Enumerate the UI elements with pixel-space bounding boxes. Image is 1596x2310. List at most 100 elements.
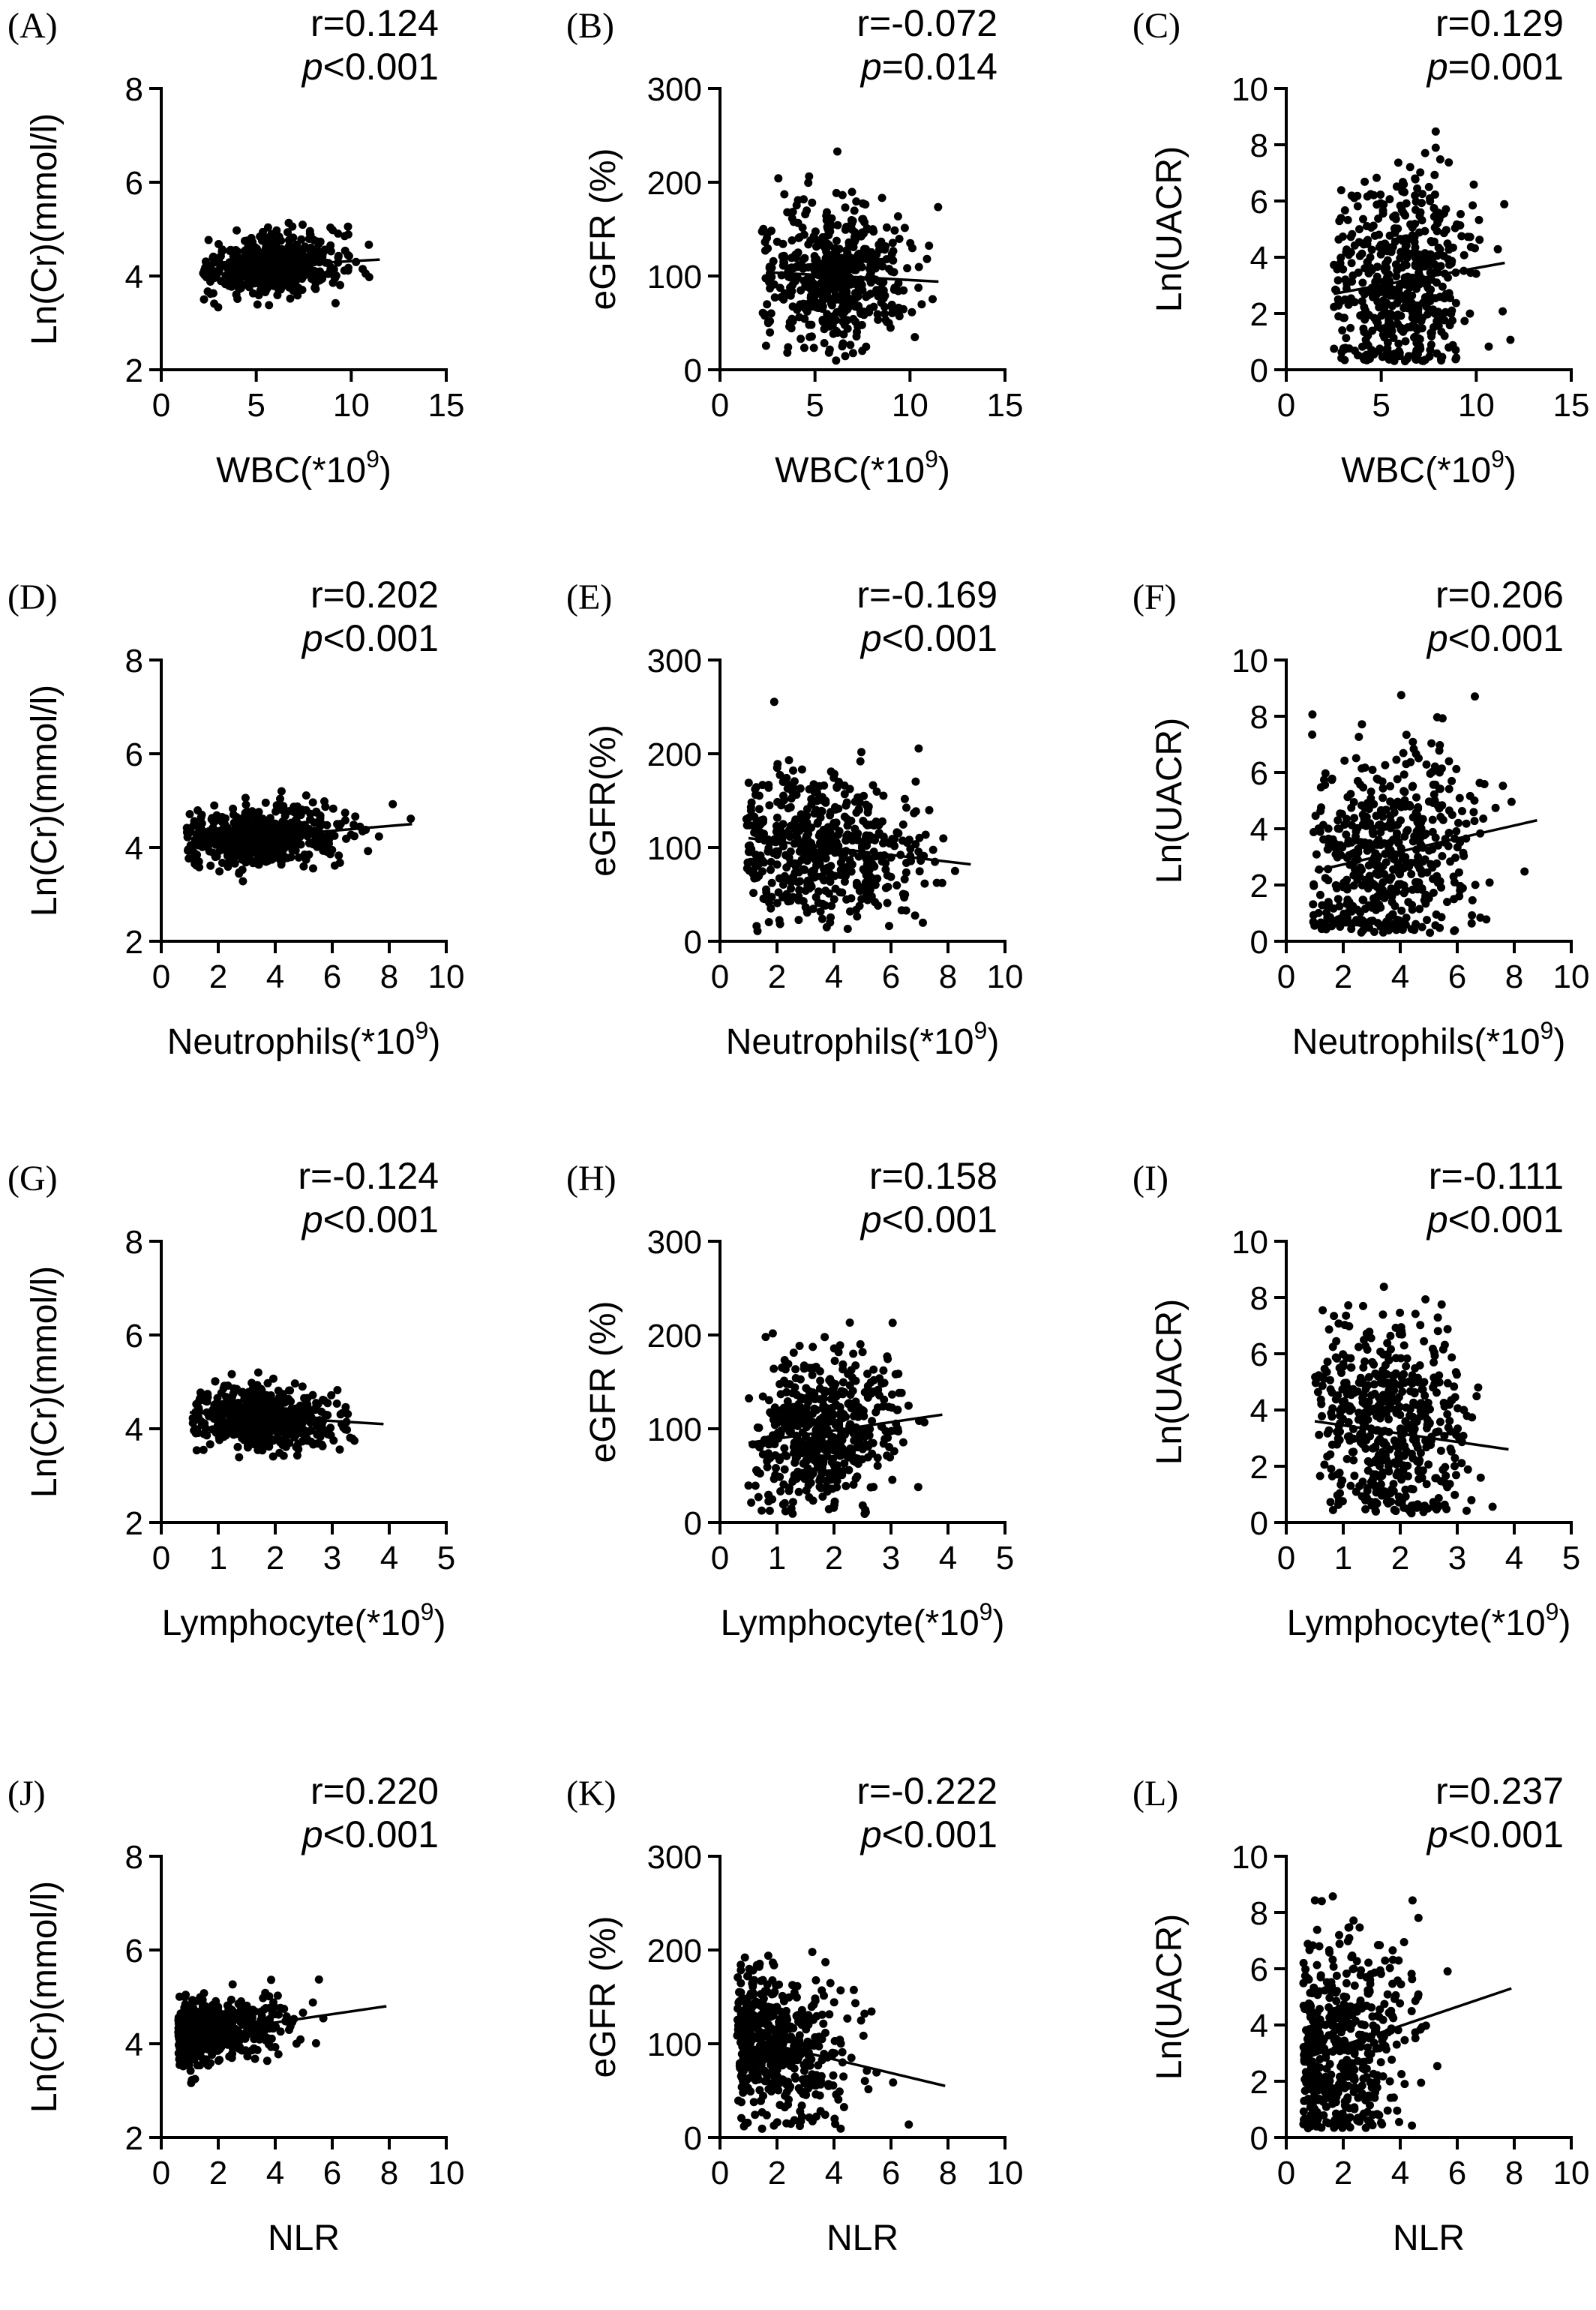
data-point (279, 253, 288, 262)
data-point (1375, 230, 1384, 239)
data-point (857, 249, 866, 258)
data-point (206, 861, 215, 870)
data-point (1444, 757, 1454, 766)
data-point (880, 310, 889, 318)
data-point (1468, 911, 1477, 920)
data-point (754, 872, 764, 880)
data-point (1402, 800, 1411, 809)
data-point (340, 266, 349, 275)
data-point (1425, 290, 1434, 299)
data-point (1381, 239, 1389, 248)
y-tick-label: 8 (1250, 699, 1268, 736)
data-point (809, 344, 818, 352)
y-tick-label: 10 (1232, 71, 1268, 108)
data-point (902, 859, 910, 867)
data-point (827, 1458, 836, 1467)
data-point (823, 265, 832, 274)
data-point (269, 235, 278, 244)
r-value: r=0.129 (1436, 2, 1564, 44)
data-point (1369, 1470, 1378, 1479)
data-point (1469, 180, 1478, 189)
data-point (802, 1456, 811, 1466)
data-point (241, 794, 250, 802)
data-point (1418, 1385, 1426, 1394)
panel-label: (F) (1132, 578, 1177, 617)
data-point (1460, 316, 1469, 326)
data-point (846, 340, 855, 350)
x-tick-label: 0 (711, 387, 729, 424)
data-point (816, 1376, 825, 1385)
data-point (790, 824, 800, 832)
x-tick-label: 1 (1334, 1540, 1352, 1576)
data-point (829, 315, 838, 324)
data-point (1422, 302, 1431, 311)
data-point (256, 1384, 266, 1394)
x-tick-label: 15 (428, 387, 465, 424)
x-tick-label: 0 (1277, 1540, 1295, 1576)
data-point (1358, 310, 1366, 320)
data-point (285, 236, 294, 244)
data-point (1378, 1310, 1388, 1319)
x-tick-label: 1 (768, 1540, 786, 1576)
data-point (297, 821, 306, 830)
data-point (874, 315, 883, 324)
p-value: p<0.001 (301, 46, 439, 88)
data-point (823, 310, 832, 319)
data-point (760, 830, 768, 838)
data-point (1408, 837, 1418, 846)
data-point (1422, 760, 1431, 769)
x-tick-label: 4 (1505, 1540, 1523, 1576)
p-value: p=0.001 (1426, 46, 1564, 88)
data-point (1520, 867, 1529, 876)
panel-label: (C) (1132, 6, 1180, 46)
data-point (818, 286, 827, 295)
data-point (824, 231, 833, 239)
data-point (1433, 1327, 1442, 1336)
data-point (866, 1378, 875, 1387)
x-tick-label: 6 (323, 2155, 341, 2192)
data-point (755, 1443, 764, 1452)
data-point (754, 1492, 763, 1502)
data-point (214, 268, 223, 277)
data-point (288, 222, 297, 231)
data-point (254, 268, 262, 277)
data-point (1412, 284, 1421, 293)
data-point (833, 147, 842, 156)
data-point (934, 202, 943, 212)
data-point (1444, 784, 1454, 794)
data-point (311, 1403, 320, 1412)
data-point (1443, 898, 1451, 907)
data-point (1321, 874, 1330, 883)
data-point (1498, 307, 1508, 316)
data-point (805, 320, 814, 329)
data-point (184, 854, 194, 863)
data-point (1392, 755, 1401, 764)
data-point (894, 279, 903, 288)
data-point (1390, 902, 1400, 910)
data-point (863, 291, 872, 300)
data-point (210, 801, 219, 810)
data-point (284, 821, 292, 830)
data-point (1359, 783, 1368, 792)
data-point (805, 172, 814, 181)
data-point (1401, 886, 1410, 895)
data-point (1446, 857, 1455, 866)
data-point (1411, 316, 1420, 325)
data-point (265, 816, 273, 824)
data-point (1420, 226, 1430, 236)
data-point (1383, 1339, 1392, 1348)
r-value: r=0.202 (310, 574, 439, 616)
data-point (277, 787, 286, 796)
data-point (309, 864, 317, 873)
data-point (783, 784, 792, 793)
data-point (854, 806, 863, 814)
data-point (802, 1384, 811, 1393)
data-point (1454, 1432, 1463, 1442)
data-point (760, 246, 770, 255)
data-point (1476, 1473, 1485, 1482)
data-point (1388, 1371, 1397, 1380)
data-point (1421, 1295, 1430, 1304)
data-point (898, 820, 908, 829)
data-point (253, 300, 262, 309)
